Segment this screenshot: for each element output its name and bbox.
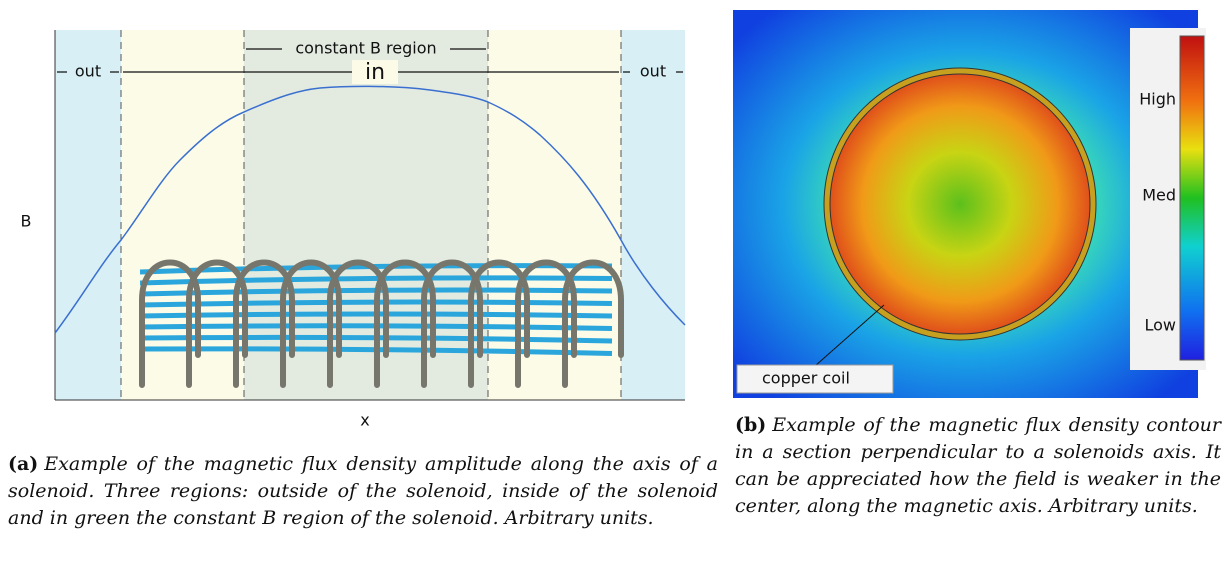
coil-part	[139, 259, 201, 388]
caption-b: (b) Example of the magnetic flux density …	[735, 412, 1221, 520]
annotation: copper coil	[762, 369, 850, 388]
contour-disc	[829, 73, 1091, 335]
annotation-box	[736, 364, 894, 394]
region-label: constant B region	[295, 39, 436, 58]
plot-b: High Med Low copper coil	[733, 10, 1206, 398]
coil-part	[280, 259, 342, 388]
annotation-line	[814, 304, 885, 367]
caption-a: (a) Example of the magnetic flux density …	[8, 451, 718, 532]
coil-part	[186, 259, 248, 388]
region-out	[621, 30, 685, 400]
coil-part	[468, 259, 530, 388]
field-curve	[54, 85, 686, 334]
plot-a: out in constant B region out B x	[21, 30, 686, 430]
coil-part	[233, 259, 295, 388]
coil-part	[421, 259, 483, 388]
x-axis-label: x	[360, 411, 369, 430]
caption-text: Example of the magnetic flux density amp…	[8, 453, 718, 529]
coil-part	[139, 275, 613, 286]
y-axis-label: B	[21, 212, 32, 231]
region-borders	[120, 30, 622, 400]
colorbar-label: Low	[1144, 316, 1176, 335]
caption-tag: (a)	[8, 453, 39, 475]
coil-part	[374, 259, 436, 388]
region-out	[55, 30, 121, 400]
solenoid	[139, 259, 624, 388]
region-in	[488, 30, 621, 400]
colorbar-label: High	[1139, 90, 1176, 109]
coil-part	[562, 259, 624, 388]
region-label: out	[640, 62, 666, 81]
coil-part	[515, 259, 577, 388]
colorbar-label: Med	[1142, 186, 1176, 205]
coil-part	[327, 259, 389, 388]
region-label: in	[365, 60, 385, 85]
caption-tag: (b)	[735, 414, 767, 436]
caption-text: Example of the magnetic flux density con…	[735, 414, 1221, 517]
region-label: out	[75, 62, 101, 81]
colorbar	[1179, 35, 1205, 361]
